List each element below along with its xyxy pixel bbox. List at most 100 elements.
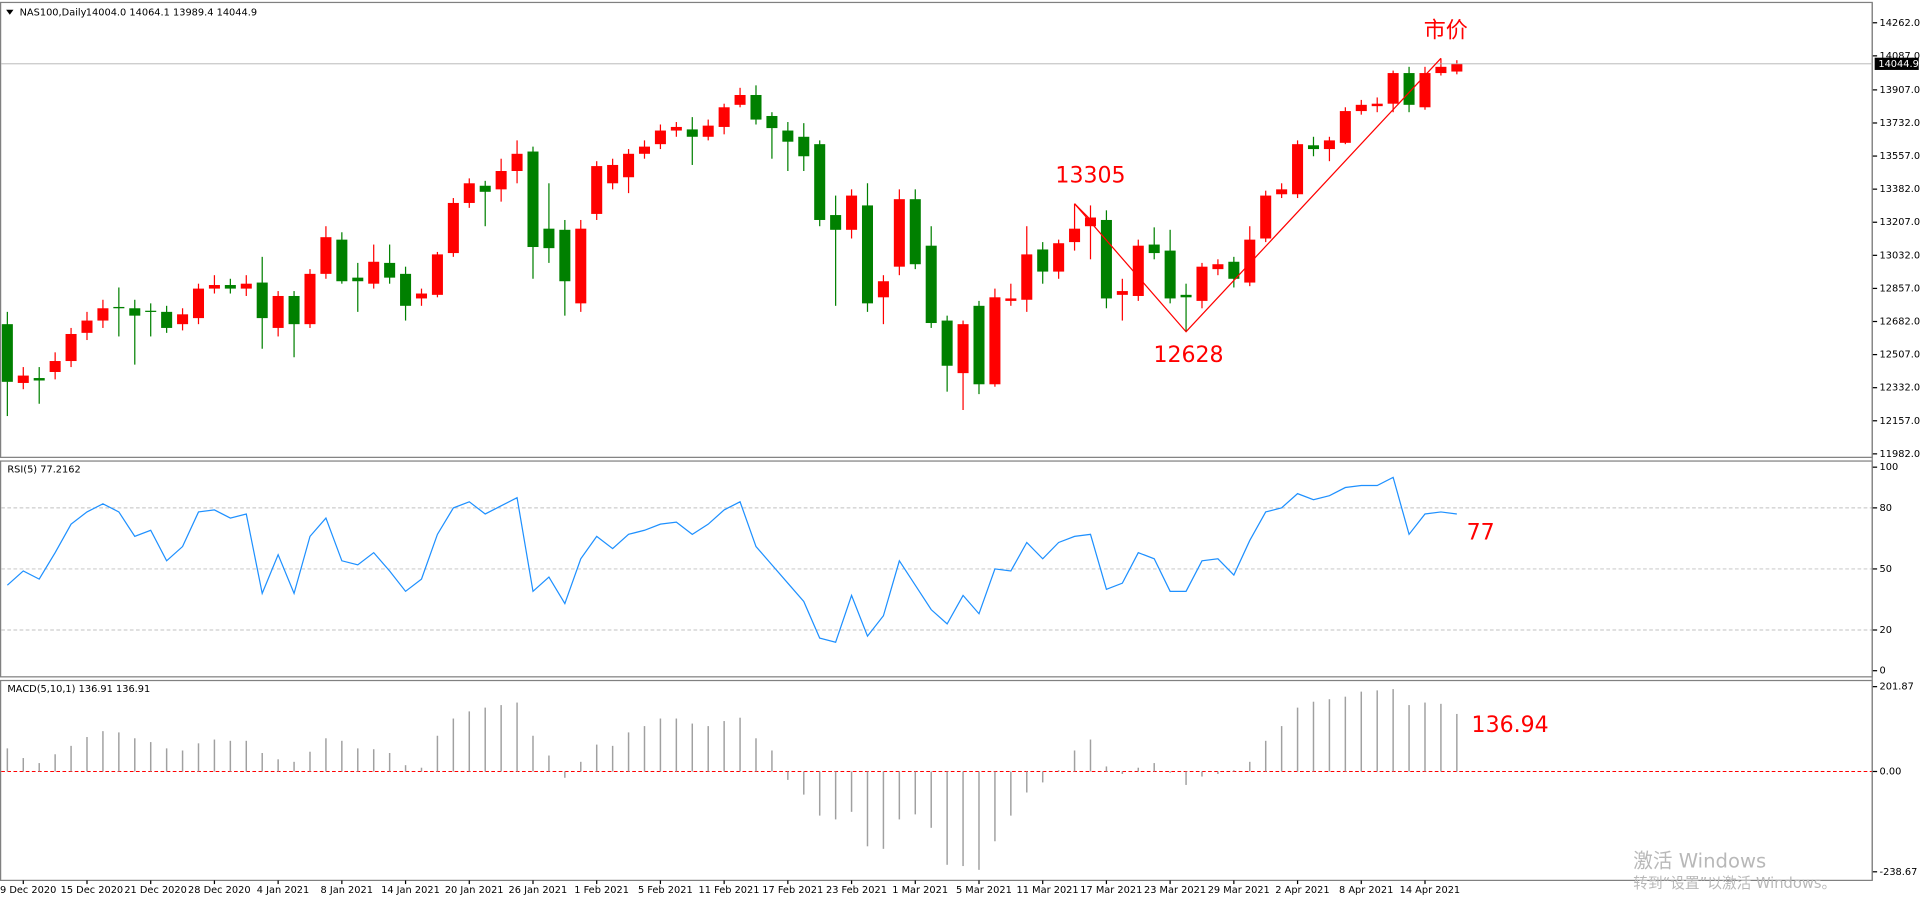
candle-body <box>941 320 953 366</box>
x-tick-label: 14 Apr 2021 <box>1400 885 1461 896</box>
macd-bar <box>962 771 964 867</box>
annotation-high: 13305 <box>1055 164 1125 189</box>
macd-bar <box>436 735 439 772</box>
candle-body <box>400 273 412 306</box>
candle-body <box>750 94 762 120</box>
macd-bar <box>787 771 789 780</box>
macd-bar <box>1010 771 1012 816</box>
macd-bar <box>309 751 311 772</box>
candle-body <box>17 375 29 383</box>
y-tick-label: 12157.0 <box>1880 416 1920 427</box>
y-tick-label: 20 <box>1880 625 1892 636</box>
y-tick-label: 12332.0 <box>1880 383 1920 394</box>
candle-body <box>129 308 141 316</box>
macd-bar <box>341 740 343 772</box>
candle-body <box>527 151 539 248</box>
candle-body <box>861 205 874 304</box>
candle-body <box>113 306 125 309</box>
macd-bar <box>102 731 104 772</box>
macd-bar <box>1137 767 1140 772</box>
candle-body <box>925 245 937 324</box>
candle-body <box>511 153 523 172</box>
macd-bar <box>38 763 40 772</box>
x-tick-label: 5 Feb 2021 <box>638 885 693 896</box>
macd-bar <box>564 771 566 778</box>
y-tick-label: 201.87 <box>1880 682 1914 693</box>
candle-body <box>288 295 300 325</box>
candle-body <box>97 308 109 321</box>
candle-body <box>846 195 858 230</box>
candle-body <box>272 295 284 328</box>
candle-body <box>161 311 173 328</box>
candle-body <box>1053 243 1065 272</box>
y-tick-label: 11982.0 <box>1880 449 1920 460</box>
macd-bar <box>1264 740 1267 772</box>
macd-bar <box>675 718 678 772</box>
candle-body <box>415 293 428 299</box>
macd-bar <box>1376 690 1378 772</box>
macd-bar <box>1296 707 1299 772</box>
x-tick-label: 1 Mar 2021 <box>892 885 948 896</box>
macd-bar <box>372 749 375 772</box>
y-tick-label: 100 <box>1880 462 1899 473</box>
x-tick-label: 26 Jan 2021 <box>509 885 568 896</box>
candle-body <box>957 324 969 374</box>
macd-bar <box>548 755 550 772</box>
y-tick-label: 14262.0 <box>1880 18 1920 29</box>
candle-body <box>830 215 842 230</box>
watermark-subtitle: 转到“设置”以激活 Windows。 <box>1633 875 1836 892</box>
y-tick-label: 12857.0 <box>1880 283 1920 294</box>
macd-bar <box>165 748 168 772</box>
candle-body <box>702 125 714 137</box>
macd-bar <box>149 742 152 772</box>
macd-bar <box>500 705 502 772</box>
candle-body <box>33 378 45 381</box>
candle-body <box>638 146 651 154</box>
rsi-title: RSI(5) 77.2162 <box>7 465 80 476</box>
y-tick-label: -238.67 <box>1880 867 1918 878</box>
macd-bar <box>1041 771 1044 783</box>
candle-body <box>718 107 730 127</box>
candle-body <box>304 273 316 325</box>
macd-bar <box>420 767 423 772</box>
menu-icon <box>6 9 14 15</box>
macd-bar <box>739 717 741 772</box>
candle-body <box>1451 63 1463 72</box>
macd-bar <box>946 771 948 865</box>
y-tick-label: 50 <box>1880 564 1892 575</box>
candle-body <box>1276 189 1288 195</box>
macd-bar <box>1153 763 1155 772</box>
macd-bar <box>1026 771 1028 793</box>
macd-bar <box>1233 770 1235 772</box>
candle-body <box>1419 73 1431 108</box>
y-tick-label: 14087.0 <box>1880 51 1920 62</box>
macd-bar <box>659 718 662 772</box>
x-tick-label: 2 Apr 2021 <box>1275 885 1329 896</box>
x-tick-label: 23 Mar 2021 <box>1144 885 1206 896</box>
candle-body <box>670 126 682 131</box>
macd-bar <box>1105 766 1108 772</box>
macd-bar <box>1456 713 1458 772</box>
macd-bar <box>755 738 757 772</box>
candle-body <box>81 320 93 333</box>
x-tick-label: 8 Apr 2021 <box>1339 885 1393 896</box>
candle-body <box>1228 261 1240 279</box>
rsi-line <box>6 476 1457 643</box>
macd-bar <box>850 771 853 812</box>
macd-bar <box>1280 726 1283 772</box>
macd-bar <box>388 752 391 772</box>
x-tick-label: 4 Jan 2021 <box>257 885 309 896</box>
y-tick-label: 13032.0 <box>1880 250 1920 261</box>
candle-body <box>256 282 268 319</box>
candle-body <box>1196 266 1208 301</box>
macd-bar <box>134 738 136 772</box>
annotation-low: 12628 <box>1153 343 1223 368</box>
macd-bar <box>978 771 980 870</box>
candle-body <box>192 288 205 319</box>
candle-body <box>543 228 555 249</box>
rsi-annotation: 77 <box>1467 521 1495 546</box>
chart-subtitle: 14004.0 14064.1 13989.4 14044.9 <box>86 7 257 18</box>
candle-body <box>1292 144 1304 195</box>
candle-body <box>352 277 364 282</box>
